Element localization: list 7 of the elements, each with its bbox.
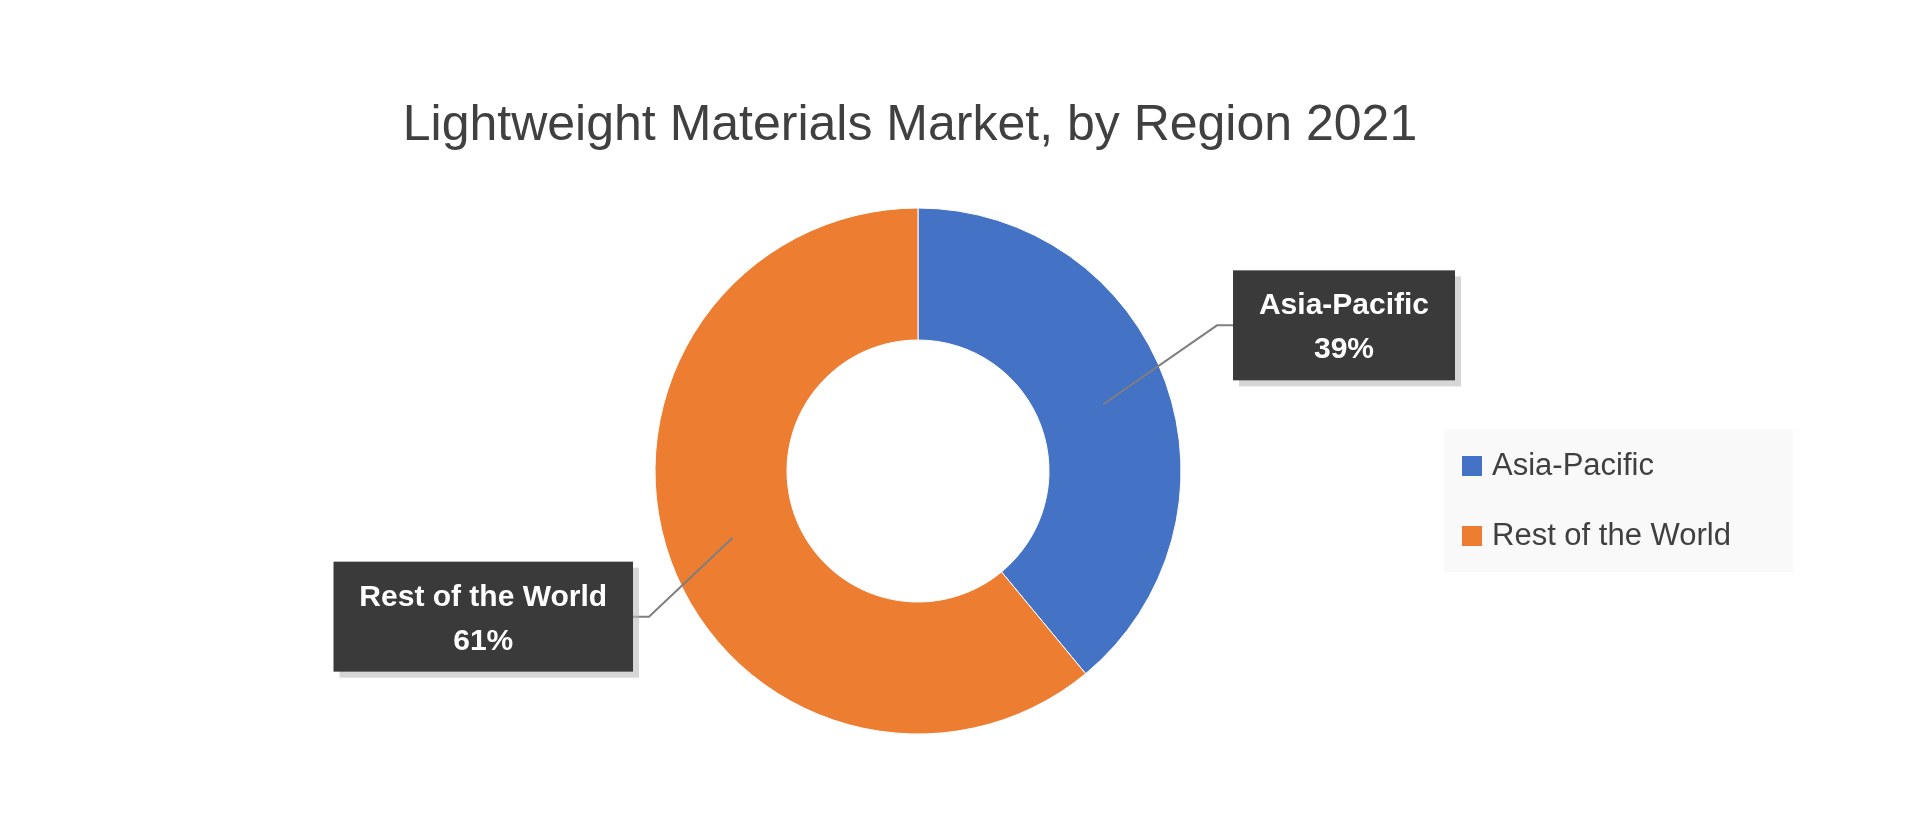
slice-label: Rest of the World <box>359 578 608 612</box>
chart-title: Lightweight Materials Market, by Region 2021 <box>402 95 1418 151</box>
legend-label: Asia-Pacific <box>1492 447 1654 482</box>
legend-label: Rest of the World <box>1492 517 1731 552</box>
slice-label: Asia-Pacific <box>1258 287 1430 321</box>
data-label: 39% <box>1313 331 1375 365</box>
data-label: 61% <box>453 622 514 656</box>
